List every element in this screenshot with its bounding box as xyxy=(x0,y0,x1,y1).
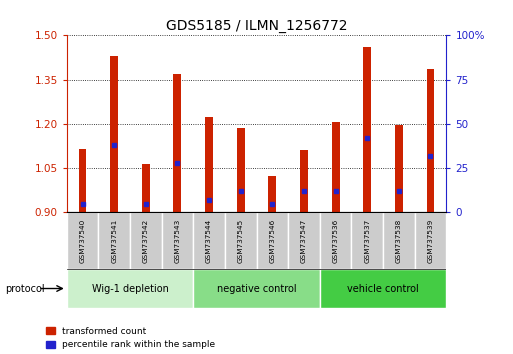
Bar xyxy=(98,212,130,269)
Bar xyxy=(395,125,403,212)
Bar xyxy=(426,69,435,212)
Bar xyxy=(331,122,340,212)
Bar xyxy=(268,176,277,212)
Bar xyxy=(67,269,193,308)
Title: GDS5185 / ILMN_1256772: GDS5185 / ILMN_1256772 xyxy=(166,19,347,33)
Text: GSM737539: GSM737539 xyxy=(427,218,433,263)
Bar xyxy=(225,212,256,269)
Text: GSM737545: GSM737545 xyxy=(238,218,244,263)
Bar xyxy=(383,212,415,269)
Text: GSM737538: GSM737538 xyxy=(396,218,402,263)
Text: GSM737542: GSM737542 xyxy=(143,218,149,263)
Bar xyxy=(256,212,288,269)
Text: GSM737540: GSM737540 xyxy=(80,218,86,263)
Bar xyxy=(173,74,182,212)
Text: Wig-1 depletion: Wig-1 depletion xyxy=(91,284,168,293)
Bar xyxy=(162,212,193,269)
Text: GSM737541: GSM737541 xyxy=(111,218,117,263)
Bar xyxy=(320,269,446,308)
Bar xyxy=(193,212,225,269)
Text: GSM737546: GSM737546 xyxy=(269,218,275,263)
Bar xyxy=(67,212,98,269)
Text: GSM737544: GSM737544 xyxy=(206,218,212,263)
Bar xyxy=(300,150,308,212)
Bar xyxy=(351,212,383,269)
Bar xyxy=(78,149,87,212)
Text: GSM737536: GSM737536 xyxy=(332,218,339,263)
Text: negative control: negative control xyxy=(216,284,297,293)
Bar xyxy=(288,212,320,269)
Bar xyxy=(236,128,245,212)
Bar xyxy=(320,212,351,269)
Legend: transformed count, percentile rank within the sample: transformed count, percentile rank withi… xyxy=(46,327,215,349)
Bar xyxy=(142,164,150,212)
Text: GSM737537: GSM737537 xyxy=(364,218,370,263)
Bar xyxy=(363,47,371,212)
Text: GSM737543: GSM737543 xyxy=(174,218,181,263)
Text: vehicle control: vehicle control xyxy=(347,284,419,293)
Text: protocol: protocol xyxy=(5,284,45,293)
Bar xyxy=(130,212,162,269)
Bar xyxy=(110,56,118,212)
Bar xyxy=(193,269,320,308)
Bar xyxy=(205,116,213,212)
Bar xyxy=(415,212,446,269)
Text: GSM737547: GSM737547 xyxy=(301,218,307,263)
